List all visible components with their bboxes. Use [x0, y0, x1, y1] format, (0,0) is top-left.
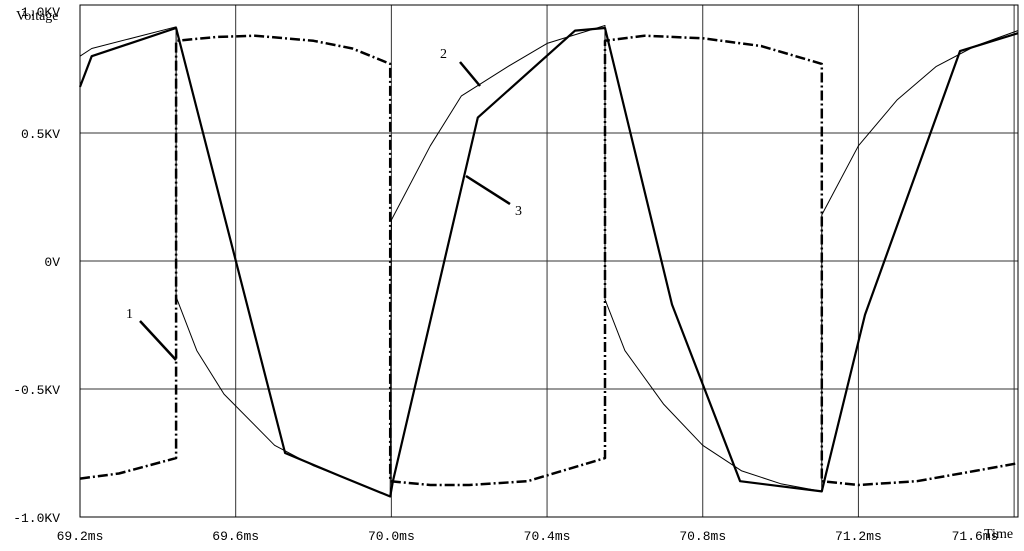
- x-tick-label: 71.2ms: [835, 529, 882, 544]
- x-tick-label: 70.4ms: [524, 529, 571, 544]
- y-tick-label: -0.5KV: [13, 383, 60, 398]
- series-line: [78, 26, 1019, 498]
- x-tick-label: 70.0ms: [368, 529, 415, 544]
- series-line: [79, 25, 1019, 497]
- leader-line: [465, 174, 511, 206]
- x-tick-label: 70.8ms: [679, 529, 726, 544]
- annotation: 2: [440, 47, 447, 62]
- leader-line: [459, 61, 481, 87]
- x-tick-label: 69.2ms: [57, 529, 104, 544]
- annotation: 1: [126, 307, 133, 322]
- x-tick-label: 71.6ms: [952, 529, 999, 544]
- y-tick-label: 1.0KV: [21, 5, 60, 20]
- x-tick-label: 69.6ms: [212, 529, 259, 544]
- y-tick-label: 0V: [44, 255, 60, 270]
- x-axis-title: Time: [984, 527, 1013, 542]
- leader-line: [139, 320, 177, 361]
- y-tick-label: -1.0KV: [13, 511, 60, 526]
- series-line: [79, 34, 1019, 487]
- y-axis-title: Voltage: [16, 9, 59, 24]
- annotation: 3: [515, 204, 522, 219]
- y-tick-label: 0.5KV: [21, 127, 60, 142]
- plot-frame: [79, 4, 1019, 518]
